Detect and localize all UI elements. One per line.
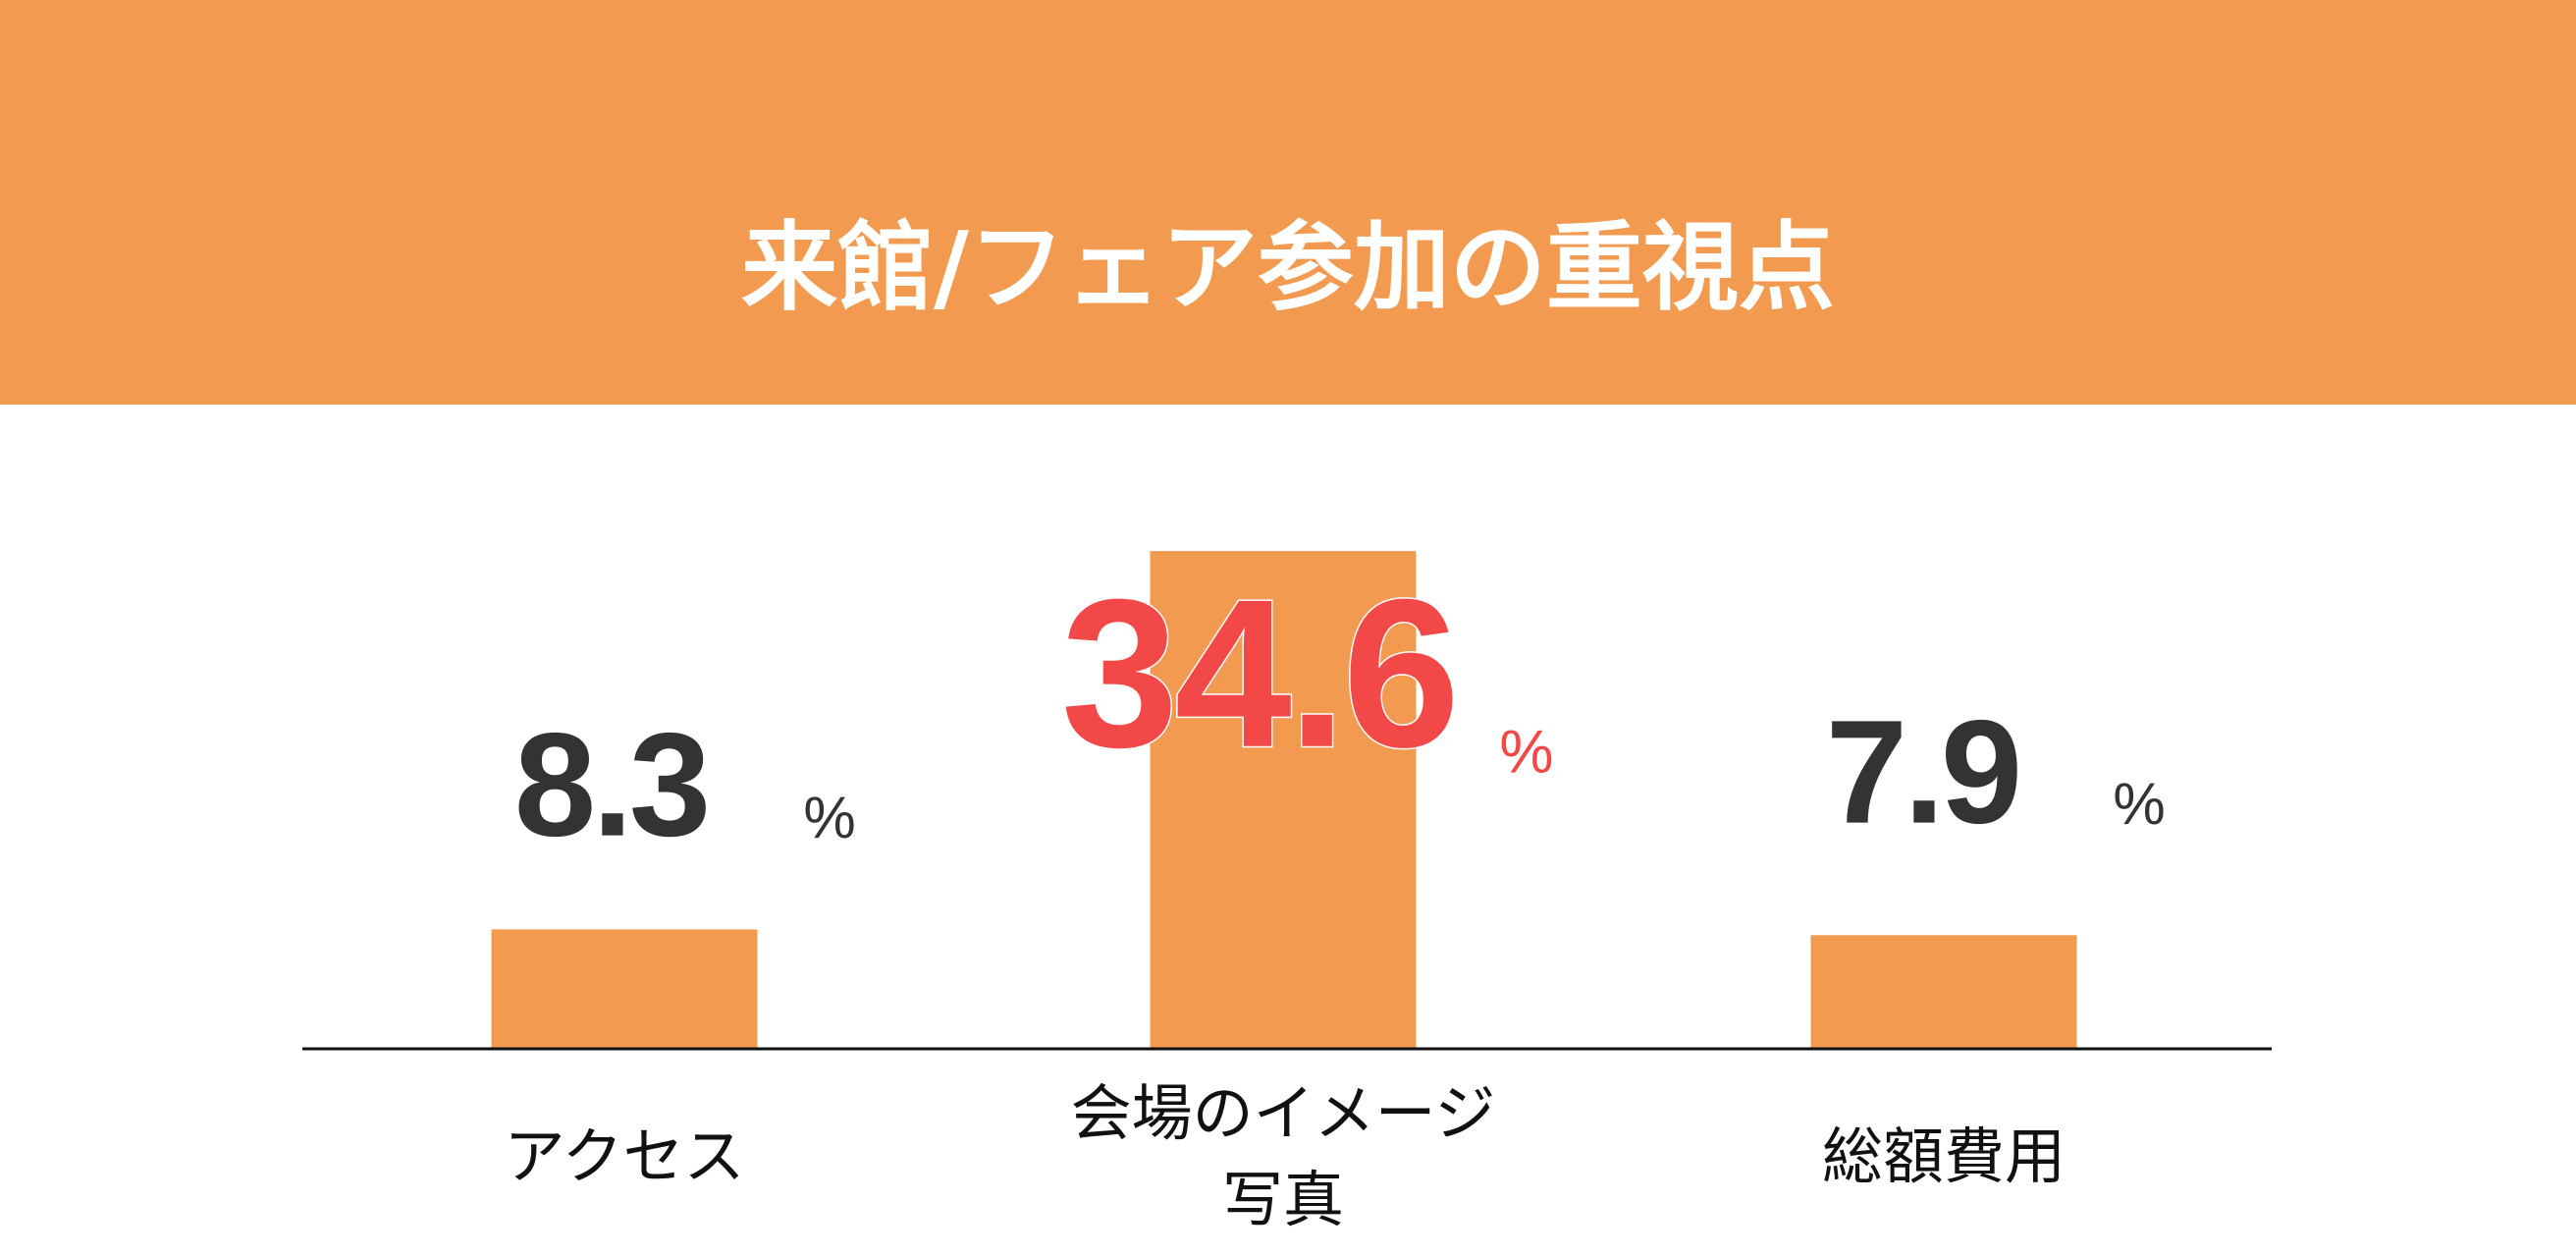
category-label: 会場のイメージ 写真	[1070, 1076, 1496, 1235]
value-label: 8.3	[514, 702, 708, 867]
header-band	[0, 0, 2576, 405]
bar	[1150, 551, 1417, 1049]
value-label: 7.9	[1826, 689, 2019, 854]
bar	[1810, 935, 2077, 1049]
unit-label: %	[1499, 718, 1553, 786]
unit-label: %	[803, 785, 855, 850]
unit-label: %	[2113, 771, 2165, 837]
chart-title: 来館/フェア参加の重視点	[741, 212, 1835, 324]
category-label: アクセス	[504, 1120, 745, 1192]
category-label: 総額費用	[1821, 1120, 2066, 1192]
bar	[491, 929, 758, 1049]
value-label: 34.6	[1061, 555, 1456, 792]
